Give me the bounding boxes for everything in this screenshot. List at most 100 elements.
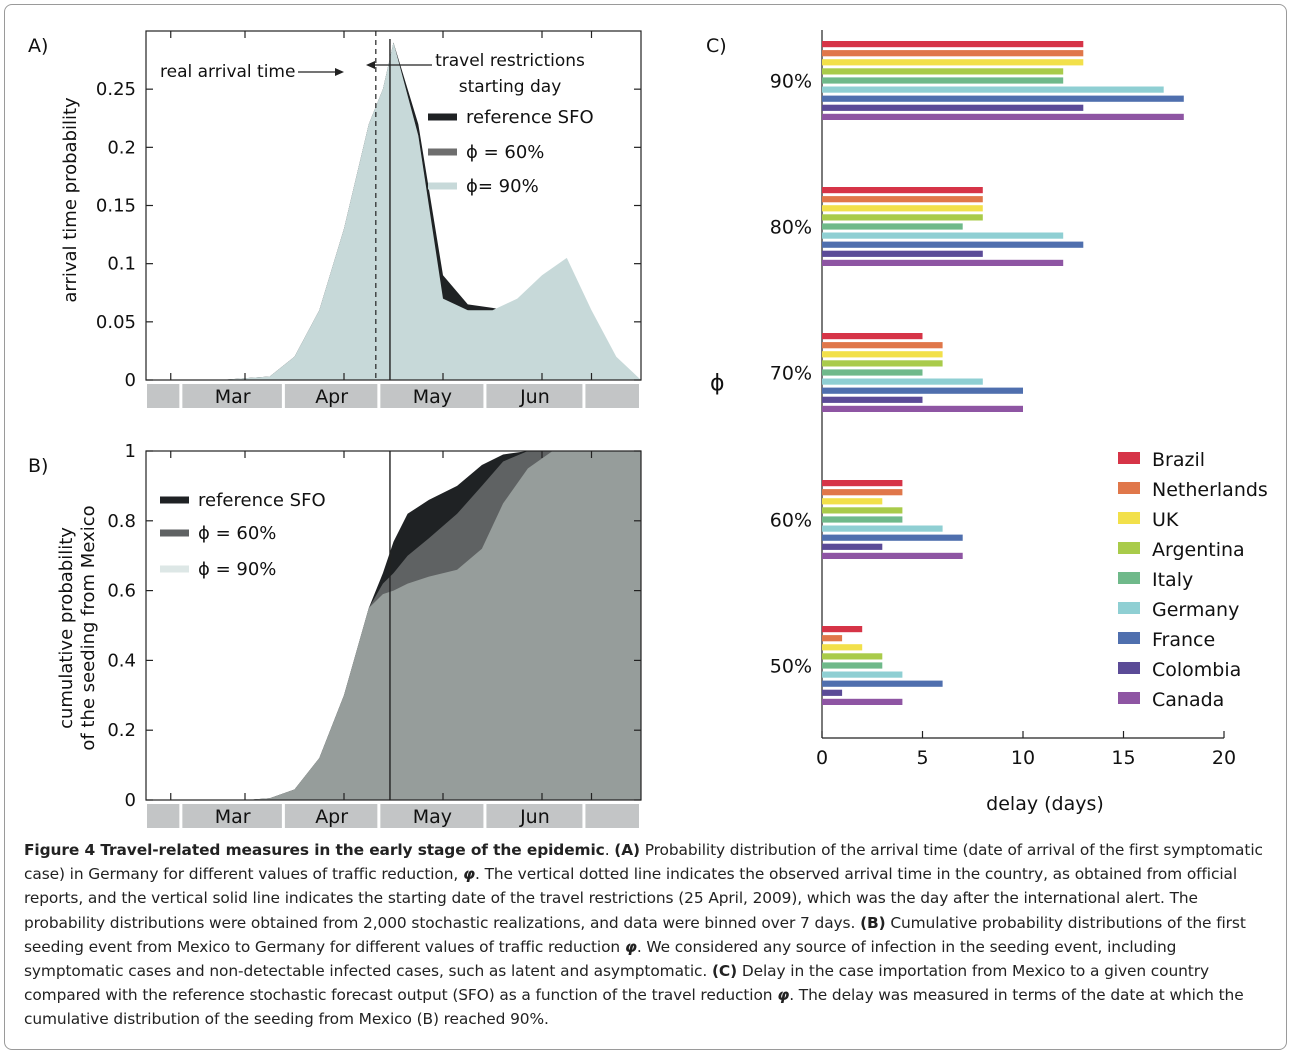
panel-c-legend-swatch-france	[1118, 632, 1140, 644]
bar-60-netherlands	[822, 489, 903, 496]
panel-b-area-90	[146, 451, 641, 800]
panel-c-xtick-label: 20	[1212, 747, 1236, 769]
panel-b-legend-label-1: reference SFO	[198, 490, 326, 511]
bar-60-uk	[822, 498, 883, 505]
panel-c-legend-label-france: France	[1152, 629, 1215, 651]
panel-b-month-cell	[486, 804, 583, 828]
panel-c-legend-label-uk: UK	[1152, 509, 1179, 531]
bar-60-brazil	[822, 480, 903, 487]
panel-a-month-jun: Jun	[519, 386, 550, 408]
caption-text-b1: Cumulative probability distributions of …	[24, 913, 1246, 956]
bar-70-france	[822, 387, 1023, 394]
caption-tag-a: (A)	[614, 841, 640, 859]
panel-c-legend-swatch-uk	[1118, 512, 1140, 524]
bar-80-argentina	[822, 214, 983, 221]
panel-a-area-90	[146, 42, 641, 380]
caption-text-c2: . The delay was measured in terms of the…	[24, 986, 1244, 1029]
panel-a-month-cell	[486, 384, 583, 408]
bar-80-colombia	[822, 250, 983, 257]
panel-a-ytick-label: 0.15	[96, 196, 136, 217]
panel-a-ytick-label: 0.2	[107, 137, 136, 158]
bar-80-canada	[822, 259, 1064, 266]
panel-b-ytick-label: 1	[125, 441, 136, 462]
bar-80-uk	[822, 205, 983, 212]
bar-90-argentina	[822, 68, 1064, 75]
panel-c-legend-swatch-netherlands	[1118, 482, 1140, 494]
bar-80-germany	[822, 232, 1064, 239]
bar-70-netherlands	[822, 342, 943, 349]
bar-50-brazil	[822, 626, 863, 633]
panel-a-ylabel: arrival time probability	[60, 97, 81, 303]
panel-a-month-mar: Mar	[215, 386, 251, 408]
panel-c-legend-label-argentina: Argentina	[1152, 539, 1245, 561]
panel-b-month-cell	[284, 804, 378, 828]
panel-b-plot: 0 0.2 0.4 0.6 0.8 1 Mar Apr May Jun reference SFO ϕ…	[107, 441, 642, 828]
bar-80-italy	[822, 223, 963, 230]
panel-a-ytick-label: 0.05	[96, 312, 136, 333]
panel-a-real-arrival-label: real arrival time	[160, 62, 295, 82]
panel-b-month-cell	[182, 804, 282, 828]
panel-c-xtick-label: 10	[1011, 747, 1035, 769]
panel-a-month-cell	[585, 384, 639, 408]
panel-c-legend-label-colombia: Colombia	[1152, 659, 1241, 681]
panel-c-xlabel: delay (days)	[986, 793, 1104, 815]
panel-c-group-label-80: 80%	[770, 216, 812, 238]
bar-60-colombia	[822, 543, 883, 550]
caption-phi-1: φ	[463, 865, 475, 884]
panel-a-month-cell	[182, 384, 282, 408]
panel-c-group-label-70: 70%	[770, 362, 812, 384]
panel-b-month-cell	[585, 804, 639, 828]
panel-a-legend-label-2: ϕ = 60%	[466, 142, 544, 163]
bar-80-netherlands	[822, 196, 983, 203]
panel-c-legend-label-italy: Italy	[1152, 569, 1193, 591]
panel-c-group-label-60: 60%	[770, 509, 812, 531]
bar-50-canada	[822, 698, 903, 705]
bar-90-germany	[822, 86, 1164, 93]
panel-c-legend-swatch-argentina	[1118, 542, 1140, 554]
bar-90-italy	[822, 77, 1064, 84]
bar-90-colombia	[822, 104, 1084, 111]
panel-a-ytick-label: 0.25	[96, 79, 136, 100]
panel-c-legend-label-brazil: Brazil	[1152, 449, 1205, 471]
panel-b-month-cell	[380, 804, 484, 828]
panel-c-legend-swatch-germany	[1118, 602, 1140, 614]
panel-c-legend-label-netherlands: Netherlands	[1152, 479, 1268, 501]
panel-a-ytick-label: 0	[125, 370, 136, 391]
bar-50-germany	[822, 671, 903, 678]
panel-b-month-mar: Mar	[215, 806, 251, 828]
figure-caption: Figure 4 Travel-related measures in the …	[24, 841, 1263, 1029]
panel-a-month-cell	[380, 384, 484, 408]
panel-b-month-apr: Apr	[315, 806, 348, 828]
caption-lead: Figure 4 Travel-related measures in the …	[24, 841, 605, 859]
bar-50-argentina	[822, 653, 883, 660]
caption-phi-3: φ	[777, 986, 790, 1005]
panel-a-travel-label-2: starting day	[459, 77, 562, 97]
bar-70-canada	[822, 405, 1023, 412]
bar-60-france	[822, 534, 963, 541]
caption-text-a2: . The vertical dotted line indicates the…	[24, 865, 1238, 932]
panel-a-real-arrival-arrowhead	[335, 68, 344, 76]
bar-70-uk	[822, 351, 943, 358]
panel-c-xtick-label: 15	[1111, 747, 1135, 769]
caption-phi-2: φ	[624, 937, 637, 956]
panel-c-ylabel: ϕ	[710, 371, 725, 396]
panel-b-ylabel-line1: cumulative probability	[56, 527, 77, 729]
panel-c-legend-swatch-italy	[1118, 572, 1140, 584]
bar-70-argentina	[822, 360, 943, 367]
panel-c-xtick-label: 0	[816, 747, 828, 769]
caption-text-b2: . We considered any source of infection …	[24, 937, 1177, 981]
panel-b-ylabel-line2: of the seeding from Mexico	[78, 505, 99, 750]
panel-c-xtick-label: 5	[916, 747, 928, 769]
bar-50-netherlands	[822, 635, 843, 642]
figure-canvas: A) arrival time probability real arrival…	[28, 30, 1268, 828]
panel-b-axes-box	[145, 450, 642, 801]
bar-90-france	[822, 95, 1184, 102]
panel-b-month-cell	[147, 804, 180, 828]
caption-text-c1: Delay in the case importation from Mexic…	[24, 962, 1209, 1005]
panel-c-plot: 0 5 10 15 20 90% 80% 70% 60% 50% Brazil Netherlands…	[770, 30, 1268, 769]
bar-90-uk	[822, 59, 1084, 66]
bar-90-netherlands	[822, 50, 1084, 57]
bar-50-colombia	[822, 689, 843, 696]
panel-a-label: A)	[28, 35, 48, 57]
panel-b-ytick-label: 0.2	[107, 720, 136, 741]
